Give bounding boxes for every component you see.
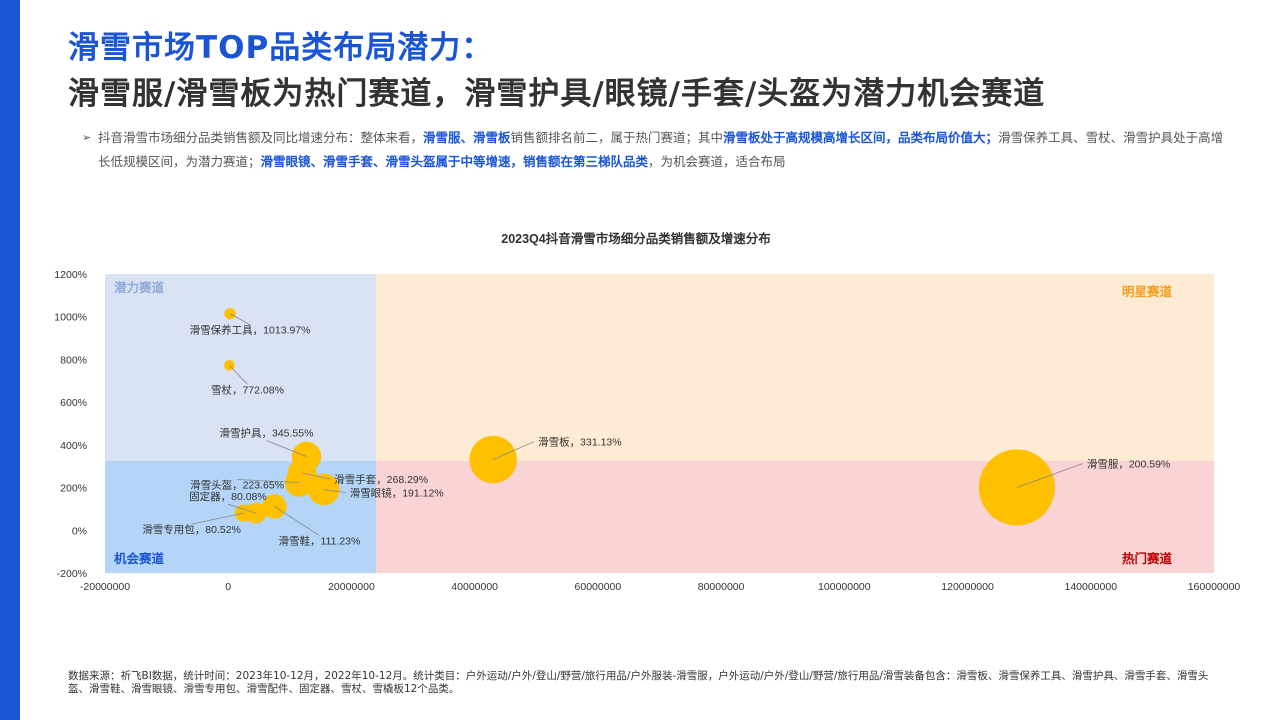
leader-line [237,479,300,483]
x-tick-label: 140000000 [1064,581,1117,593]
leader-line [191,512,244,525]
y-tick-label: 1200% [54,269,87,281]
data-label: 滑雪眼镜，191.12% [350,486,444,499]
x-tick-label: 120000000 [941,581,994,593]
page-title: 滑雪市场TOP品类布局潜力： [68,30,494,66]
summary-segment: 滑雪保养工具、雪杖、滑雪护具处于高增长低规模区间，为潜力赛道； [98,130,1224,169]
summary-highlight: 滑雪板处于高规模高增长区间，品类布局价值大； [723,130,999,145]
leader-line [229,313,251,326]
x-tick-label: 60000000 [575,581,622,593]
x-tick-label: 160000000 [1188,581,1241,593]
data-label: 滑雪保养工具，1013.97% [190,324,311,337]
chart-title: 2023Q4抖音滑雪市场细分品类销售额及增速分布 [501,231,771,246]
data-label: 滑雪专用包，80.52% [142,523,241,536]
quadrant-potential [105,274,377,461]
bullet-arrow-icon: ➢ [82,131,92,144]
summary-segment: ，为机会赛道，适合布局 [648,154,786,169]
leader-line [302,472,331,480]
data-label: 滑雪鞋，111.23% [278,535,360,548]
data-label: 滑雪服，200.59% [1087,458,1170,470]
x-tick-label: 40000000 [451,581,498,593]
quadrant-label-potential: 潜力赛道 [114,280,165,295]
leader-line [323,489,346,493]
y-tick-label: 0% [72,525,87,537]
quadrant-hot [376,460,1215,573]
data-label: 雪杖，772.08% [211,383,284,396]
leader-line [229,365,248,385]
y-tick-label: -200% [57,568,87,580]
quadrant-star [376,274,1215,461]
summary-highlight: 滑雪服、滑雪板 [423,130,511,145]
summary-segment: 销售额排名前二，属于热门赛道；其中 [510,130,724,145]
summary-highlight: 滑雪眼镜、滑雪手套、滑雪头盔属于中等增速，销售额在第三梯队品类 [260,154,649,169]
summary-segment: 抖音滑雪市场细分品类销售额及同比增速分布：整体来看， [98,130,424,145]
data-label: 滑雪手套，268.29% [334,473,428,486]
y-tick-label: 1000% [54,312,87,324]
x-tick-label: -20000000 [80,581,130,593]
leader-line [492,441,535,460]
y-tick-label: 200% [60,483,87,495]
quadrant-label-opportunity: 机会赛道 [114,551,165,566]
data-label: 滑雪护具，345.55% [219,426,313,439]
y-tick-label: 600% [60,397,87,409]
y-tick-label: 400% [60,440,87,452]
data-label: 固定器，80.08% [189,490,267,503]
summary-paragraph: ➢ 抖音滑雪市场细分品类销售额及同比增速分布：整体来看，滑雪服、滑雪板销售额排名… [82,126,1227,174]
x-tick-label: 20000000 [328,581,375,593]
leader-line [227,503,257,514]
leader-line [274,506,320,536]
quadrant-label-hot: 热门赛道 [1122,551,1173,566]
left-accent-bar [0,0,20,720]
leader-line [1016,463,1083,488]
data-label: 滑雪板，331.13% [538,436,621,449]
x-tick-label: 80000000 [698,581,745,593]
page-subtitle: 滑雪服/滑雪板为热门赛道，滑雪护具/眼镜/手套/头盔为潜力机会赛道 [68,76,1046,112]
y-tick-label: 800% [60,354,87,366]
bubble-point [307,473,340,506]
data-source-footnote: 数据来源：祈飞BI数据，统计时间：2023年10-12月，2022年10-12月… [68,670,1209,695]
bubble-point [224,308,236,320]
x-tick-label: 100000000 [818,581,871,593]
bubble-point [284,468,314,497]
quadrant-label-star: 明星赛道 [1122,284,1173,299]
data-label: 滑雪头盔，223.65% [190,479,284,492]
leader-line [266,440,307,457]
x-tick-label: 0 [225,581,231,593]
